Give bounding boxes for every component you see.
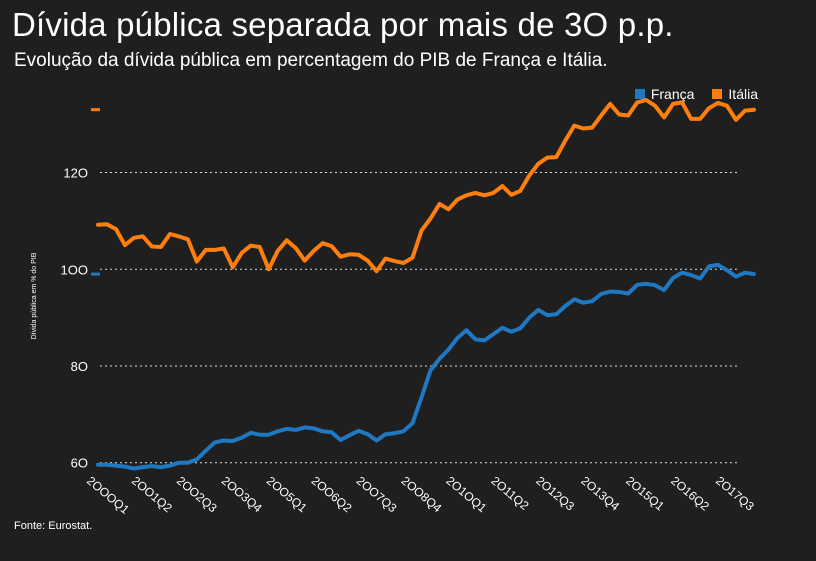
legend-item-franca[interactable]: França	[634, 86, 695, 102]
y-tick-label: 6O	[71, 456, 88, 471]
x-tick-label: 2O17Q3	[713, 474, 757, 514]
legend-label-franca: França	[650, 86, 695, 102]
x-tick-label: 2OO6Q2	[309, 474, 355, 516]
series-lines	[91, 98, 756, 471]
legend: França Itália	[634, 86, 758, 102]
x-tick-label: 2OO5Q1	[264, 474, 310, 516]
x-tick-label: 2O15Q1	[623, 474, 667, 514]
legend-item-italia[interactable]: Itália	[712, 86, 758, 102]
x-tick-label: 2O13Q4	[578, 474, 622, 514]
x-tick-label: 2OO3Q4	[219, 474, 265, 516]
x-tick-label: 2O1OQ1	[444, 474, 490, 516]
x-tick-label: 2OO1Q2	[129, 474, 175, 516]
y-tick-label: 1OO	[61, 262, 88, 277]
source-note: Fonte: Eurostat.	[14, 520, 93, 532]
x-tick-label: 2OOOQ1	[84, 474, 132, 518]
series-line-franca[interactable]	[96, 262, 756, 471]
y-axis-ticks: 6O 8O 1OO 12O	[61, 166, 88, 471]
y-tick-label: 12O	[63, 166, 88, 181]
legend-swatch-italia	[712, 89, 723, 99]
x-tick-label: 2OO8Q4	[399, 474, 445, 516]
chart-title: Dívida pública separada por mais de 3O p…	[12, 6, 674, 43]
x-tick-label: 2OO7Q3	[354, 474, 400, 516]
chart-subtitle: Evolução da dívida pública em percentage…	[14, 50, 608, 71]
legend-swatch-franca	[634, 89, 645, 99]
y-axis-label: Dívida pública em % do PIB	[31, 252, 38, 339]
x-tick-label: 2O12Q3	[533, 474, 577, 514]
x-tick-label: 2O11Q2	[488, 474, 531, 514]
x-tick-label: 2OO2Q3	[174, 474, 220, 516]
x-tick-label: 2O16Q2	[668, 474, 712, 514]
legend-label-italia: Itália	[728, 86, 758, 102]
y-tick-label: 8O	[71, 359, 88, 374]
gridlines	[100, 172, 738, 464]
series-line-italia[interactable]	[96, 98, 756, 274]
